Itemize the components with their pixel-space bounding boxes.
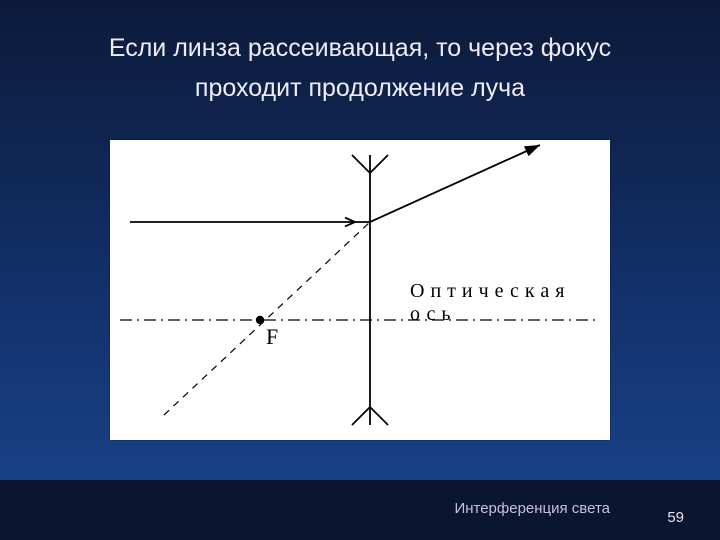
focus-point-label: F (266, 324, 278, 350)
page-number: 59 (667, 509, 684, 526)
diagram-frame: Оптическая ось F (110, 140, 610, 440)
footer-bar: Интерференция света 59 (0, 480, 720, 540)
title-line-2: проходит продолжение луча (195, 74, 525, 102)
title-line-1: Если линза рассеивающая, то через фокус (109, 34, 611, 62)
footer-topic: Интерференция света (454, 500, 610, 517)
slide-title: Если линза рассеивающая, то через фокус … (0, 28, 720, 108)
optical-axis-label: Оптическая ось (410, 280, 610, 326)
